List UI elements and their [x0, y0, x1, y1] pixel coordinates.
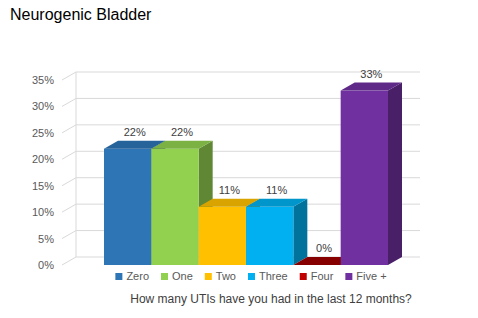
data-label: 11%	[219, 184, 240, 196]
data-label: 22%	[171, 126, 193, 138]
y-tick-label: 10%	[32, 206, 54, 218]
y-tick-label: 30%	[32, 100, 54, 112]
x-axis-label: How many UTIs have you had in the last 1…	[130, 292, 412, 306]
legend-swatch	[248, 273, 255, 280]
y-tick-label: 0%	[38, 259, 54, 271]
bar-side	[388, 83, 402, 265]
legend-label: One	[172, 270, 193, 282]
chart: Neurogenic Bladder 0% 5% 10% 15% 20% 25% 30% 35%…	[0, 0, 478, 318]
legend-swatch	[300, 273, 307, 280]
legend-label: Three	[259, 270, 288, 282]
y-tick-label: 25%	[32, 127, 54, 139]
legend-swatch	[115, 273, 122, 280]
bars	[104, 83, 402, 265]
bar-side	[293, 199, 307, 265]
bar-top	[151, 141, 212, 149]
grid	[62, 72, 420, 265]
data-label: 0%	[316, 242, 332, 254]
legend: Zero One Two Three Four Five +	[115, 270, 386, 282]
y-tick-label: 5%	[38, 233, 54, 245]
legend-swatch	[161, 273, 168, 280]
legend-label: Four	[311, 270, 334, 282]
axis-line	[76, 72, 77, 257]
title: Neurogenic Bladder	[10, 6, 152, 23]
legend-label: Zero	[126, 270, 149, 282]
data-label: 33%	[360, 68, 382, 80]
legend-swatch	[345, 273, 352, 280]
bar	[341, 91, 388, 265]
bar-top	[246, 199, 307, 207]
data-label: 22%	[124, 126, 146, 138]
data-label: 11%	[266, 184, 287, 196]
y-tick-label: 20%	[32, 153, 54, 165]
data-labels: 22% 22% 11% 11% 0% 33%	[124, 68, 383, 254]
y-tick-label: 15%	[32, 180, 54, 192]
y-tick-label: 35%	[32, 74, 54, 86]
bar	[151, 149, 198, 265]
legend-label: Five +	[356, 270, 386, 282]
bar	[246, 207, 293, 265]
bar-top	[341, 83, 402, 91]
bar	[104, 149, 151, 265]
legend-label: Two	[216, 270, 236, 282]
bar	[199, 207, 246, 265]
legend-swatch	[205, 273, 212, 280]
